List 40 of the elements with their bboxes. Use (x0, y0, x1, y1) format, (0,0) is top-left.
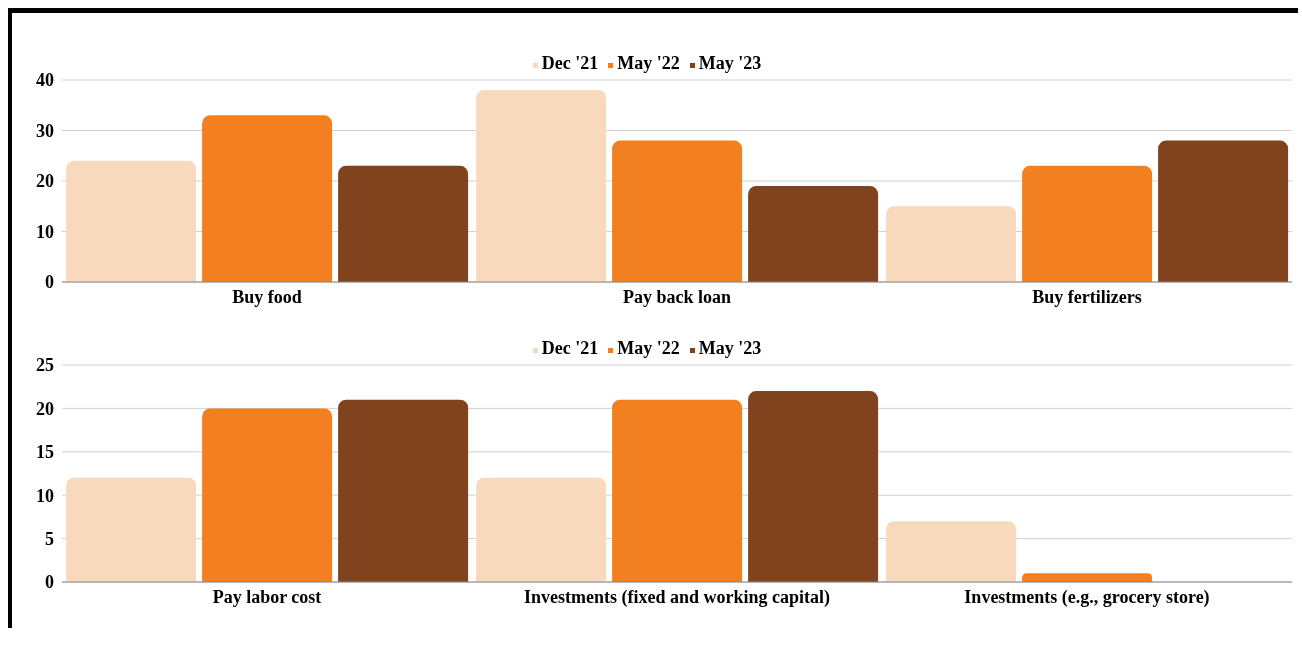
x-tick-label: Buy food (232, 286, 302, 307)
y-tick-label: 40 (36, 70, 54, 91)
bar (612, 399, 743, 582)
x-tick-label: Investments (fixed and working capital) (523, 586, 831, 608)
x-tick-label: Pay labor cost (212, 586, 322, 607)
y-tick-label: 30 (36, 120, 54, 141)
bar (476, 477, 607, 582)
bar (338, 399, 469, 582)
bar (202, 408, 333, 582)
bar (476, 90, 607, 282)
legend-label: Dec '21 (541, 338, 599, 358)
y-tick-label: 15 (36, 442, 54, 463)
y-tick-label: 20 (36, 171, 54, 192)
x-tick-label: Buy fertilizers (1032, 286, 1142, 307)
bar (612, 140, 743, 282)
x-tick-label: Investments (e.g., grocery store) (964, 586, 1210, 608)
legend-label: Dec '21 (541, 53, 599, 73)
bar (338, 165, 469, 282)
legend-label: May '22 (617, 53, 680, 73)
bar (748, 186, 879, 282)
legend-label: May '22 (617, 338, 680, 358)
bar (1022, 165, 1153, 282)
y-tick-label: 20 (36, 398, 54, 419)
legend-label: May '23 (698, 338, 762, 358)
bar (886, 206, 1017, 282)
bar (1158, 140, 1289, 282)
legend-label: May '23 (698, 53, 762, 73)
bar (202, 115, 333, 282)
y-tick-label: 0 (45, 572, 54, 593)
y-tick-label: 0 (45, 272, 54, 293)
bar (886, 521, 1017, 582)
x-tick-label: Pay back loan (622, 286, 732, 307)
bar (748, 391, 879, 582)
bar (66, 160, 197, 282)
bar (66, 477, 197, 582)
y-tick-label: 10 (36, 485, 54, 506)
y-tick-label: 25 (36, 355, 54, 376)
bar (1022, 573, 1153, 582)
y-tick-label: 10 (36, 221, 54, 242)
y-tick-label: 5 (45, 528, 54, 549)
